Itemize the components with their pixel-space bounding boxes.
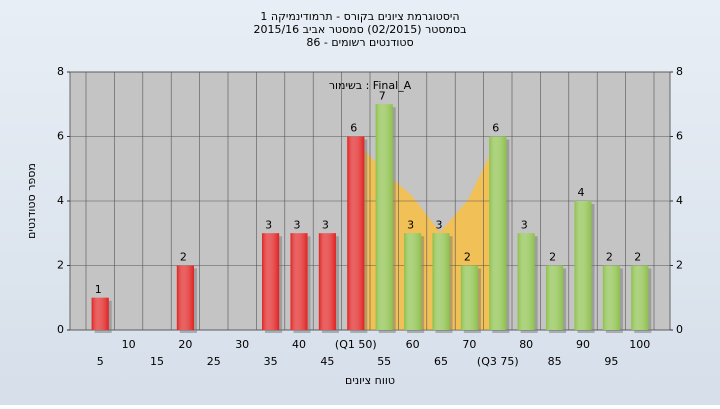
y2-tick-label: 0 bbox=[676, 323, 683, 336]
y-tick-label: 8 bbox=[57, 65, 64, 78]
x-tick-label: (Q3 75) bbox=[477, 355, 519, 368]
x-tick-label: 60 bbox=[406, 338, 420, 351]
x-tick-label: 10 bbox=[122, 338, 136, 351]
x-tick-label: 80 bbox=[519, 338, 533, 351]
x-tick-label: 95 bbox=[604, 355, 618, 368]
x-axis-label: טווח ציונים bbox=[345, 374, 395, 387]
y-tick-label: 6 bbox=[57, 130, 64, 143]
data-label: 2 bbox=[634, 251, 641, 264]
data-label: 3 bbox=[294, 218, 301, 231]
x-tick-label: 55 bbox=[377, 355, 391, 368]
x-tick-label: 40 bbox=[292, 338, 306, 351]
data-label: 3 bbox=[322, 218, 329, 231]
x-tick-label: 5 bbox=[97, 355, 104, 368]
x-tick-label: 100 bbox=[629, 338, 650, 351]
bar-shine bbox=[290, 233, 308, 330]
y-tick-label: 4 bbox=[57, 194, 64, 207]
x-tick-label: 15 bbox=[150, 355, 164, 368]
bar-shine bbox=[517, 233, 535, 330]
data-label: 3 bbox=[436, 218, 443, 231]
x-tick-label: 30 bbox=[235, 338, 249, 351]
y-tick-label: 2 bbox=[57, 259, 64, 272]
y2-tick-label: 6 bbox=[676, 130, 683, 143]
data-label: 3 bbox=[407, 218, 414, 231]
data-label: 3 bbox=[265, 218, 272, 231]
data-label: 4 bbox=[578, 186, 585, 199]
bar-shine bbox=[347, 136, 365, 330]
bar-shine bbox=[91, 297, 109, 330]
bar-shine bbox=[176, 265, 194, 330]
data-label: 6 bbox=[350, 122, 357, 135]
bar-shine bbox=[460, 265, 478, 330]
chart-subtitle: סטודנטים רשומים - 86 bbox=[306, 36, 413, 49]
data-label: 2 bbox=[549, 251, 556, 264]
bar-shine bbox=[318, 233, 336, 330]
chart-title: היסטוגרמת ציונים בקורס - תרמודינמיקה 1 bbox=[260, 10, 459, 23]
x-tick-label: 85 bbox=[548, 355, 562, 368]
y2-tick-label: 8 bbox=[676, 65, 683, 78]
data-label: 2 bbox=[180, 251, 187, 264]
data-label: 1 bbox=[95, 283, 102, 296]
data-label: 2 bbox=[606, 251, 613, 264]
data-label: 3 bbox=[521, 218, 528, 231]
bar-shine bbox=[262, 233, 280, 330]
x-tick-label: 70 bbox=[462, 338, 476, 351]
y2-tick-label: 4 bbox=[676, 194, 683, 207]
chart-subtitle: בסמסטר (02/2015) סמסטר אביב 2015/16 bbox=[253, 23, 466, 36]
y2-tick-label: 2 bbox=[676, 259, 683, 272]
x-tick-label: 35 bbox=[264, 355, 278, 368]
bar-shine bbox=[574, 201, 592, 330]
x-tick-label: (Q1 50) bbox=[335, 338, 377, 351]
bar-shine bbox=[432, 233, 450, 330]
data-label: 2 bbox=[464, 251, 471, 264]
bar-shine bbox=[631, 265, 649, 330]
x-tick-label: 65 bbox=[434, 355, 448, 368]
data-label: 6 bbox=[492, 122, 499, 135]
y-axis-label: מספר סטודנטים bbox=[25, 163, 38, 239]
data-label: 7 bbox=[379, 89, 386, 102]
bar-shine bbox=[375, 104, 393, 330]
bar-shine bbox=[546, 265, 564, 330]
x-tick-label: 20 bbox=[178, 338, 192, 351]
y-tick-label: 0 bbox=[57, 323, 64, 336]
x-tick-label: 90 bbox=[576, 338, 590, 351]
bar-shine bbox=[404, 233, 422, 330]
bar-shine bbox=[602, 265, 620, 330]
bar-shine bbox=[489, 136, 507, 330]
x-tick-label: 25 bbox=[207, 355, 221, 368]
x-tick-label: 45 bbox=[320, 355, 334, 368]
